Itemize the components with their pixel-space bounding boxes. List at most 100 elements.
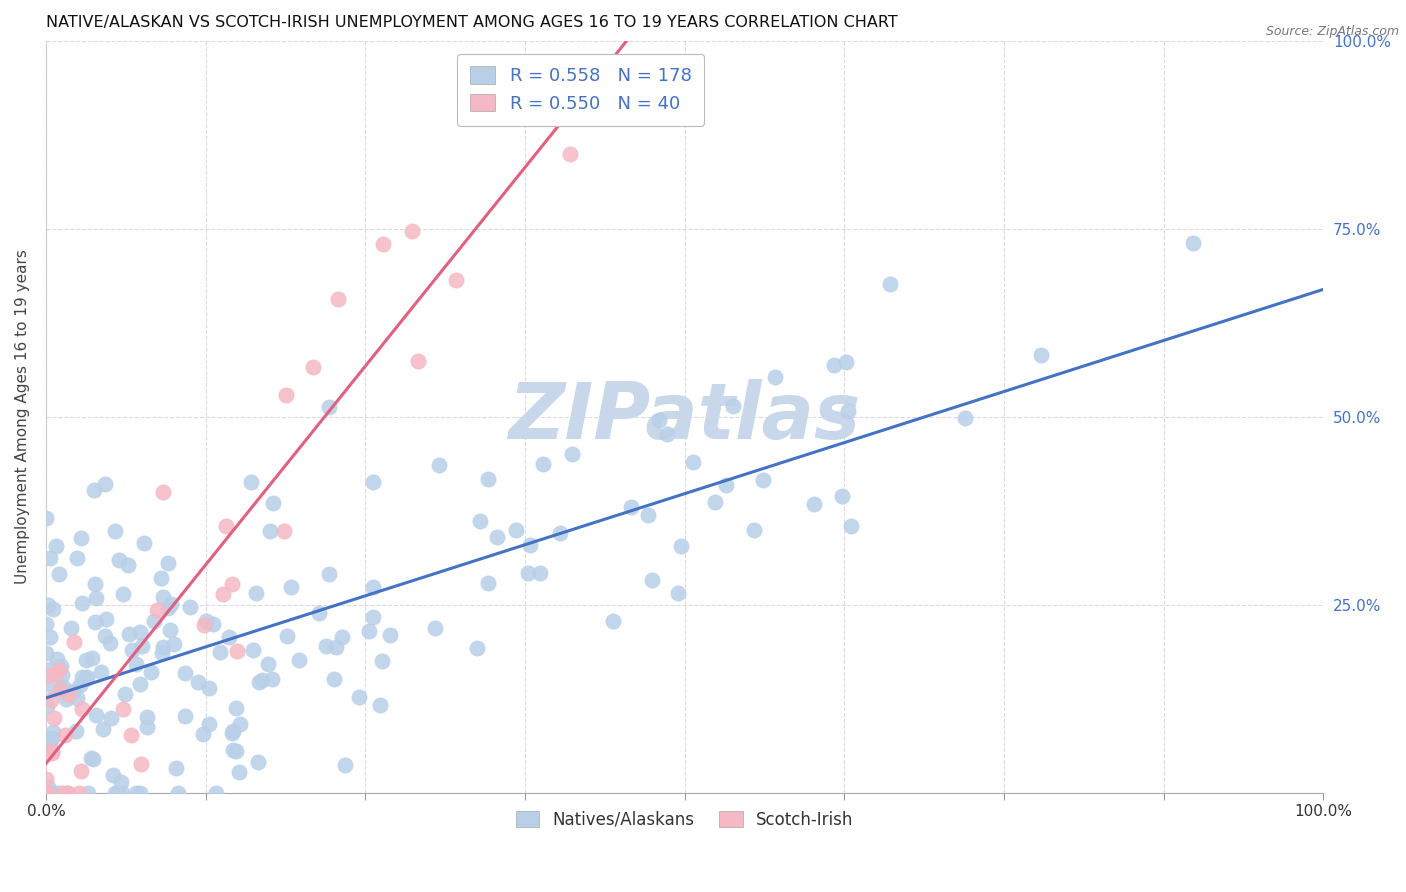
Y-axis label: Unemployment Among Ages 16 to 19 years: Unemployment Among Ages 16 to 19 years <box>15 250 30 584</box>
Point <box>41 746 63 760</box>
Point <box>260 672 283 686</box>
Point <box>49 786 72 800</box>
Point <box>280 580 302 594</box>
Point <box>208 645 231 659</box>
Point <box>82 751 104 765</box>
Point <box>35 772 58 787</box>
Point <box>103 524 125 538</box>
Point <box>62 684 84 698</box>
Point <box>198 681 221 695</box>
Point <box>84 708 107 723</box>
Point <box>38 551 60 566</box>
Point <box>150 646 173 660</box>
Point <box>152 640 174 655</box>
Point <box>135 720 157 734</box>
Point <box>752 473 775 487</box>
Point <box>39 631 62 645</box>
Point <box>225 700 247 714</box>
Point <box>55 691 77 706</box>
Point <box>70 702 93 716</box>
Point <box>222 723 245 738</box>
Point <box>51 658 73 673</box>
Point <box>308 606 330 620</box>
Point <box>249 675 271 690</box>
Point <box>37 669 59 683</box>
Point <box>35 786 58 800</box>
Point <box>198 717 221 731</box>
Point <box>276 629 298 643</box>
Point <box>259 524 281 538</box>
Point <box>82 651 104 665</box>
Point <box>111 786 134 800</box>
Point <box>94 612 117 626</box>
Point <box>134 536 156 550</box>
Point <box>142 615 165 629</box>
Point <box>56 786 79 800</box>
Point <box>666 586 689 600</box>
Point <box>879 277 901 292</box>
Point <box>91 722 114 736</box>
Point <box>187 674 209 689</box>
Point <box>66 551 89 566</box>
Point <box>194 614 217 628</box>
Point <box>52 786 75 800</box>
Point <box>39 739 62 754</box>
Point <box>58 786 80 800</box>
Point <box>35 668 58 682</box>
Point <box>41 744 63 758</box>
Point <box>655 426 678 441</box>
Point <box>166 786 188 800</box>
Point <box>35 646 58 660</box>
Point <box>156 600 179 615</box>
Point <box>104 786 127 800</box>
Point <box>721 399 744 413</box>
Point <box>1181 235 1204 250</box>
Point <box>174 665 197 680</box>
Point <box>35 786 58 800</box>
Point <box>94 477 117 491</box>
Point <box>45 666 67 681</box>
Point <box>157 556 180 570</box>
Point <box>211 587 233 601</box>
Point <box>406 354 429 368</box>
Point <box>121 642 143 657</box>
Point <box>65 724 87 739</box>
Point <box>84 615 107 629</box>
Point <box>262 495 284 509</box>
Point <box>519 538 541 552</box>
Point <box>60 621 83 635</box>
Point <box>146 602 169 616</box>
Point <box>361 610 384 624</box>
Point <box>322 673 344 687</box>
Point <box>831 489 853 503</box>
Point <box>205 786 228 800</box>
Point <box>839 518 862 533</box>
Point <box>823 359 845 373</box>
Point <box>75 653 97 667</box>
Point <box>159 597 181 611</box>
Point <box>35 616 58 631</box>
Point <box>301 360 323 375</box>
Point <box>70 596 93 610</box>
Point <box>561 447 583 461</box>
Point <box>620 500 643 515</box>
Point <box>517 566 540 580</box>
Point <box>101 768 124 782</box>
Point <box>135 709 157 723</box>
Text: ZIPatlas: ZIPatlas <box>509 379 860 455</box>
Point <box>131 640 153 654</box>
Point <box>245 586 267 600</box>
Point <box>333 757 356 772</box>
Point <box>90 665 112 680</box>
Point <box>37 786 59 800</box>
Point <box>1029 348 1052 362</box>
Point <box>558 147 581 161</box>
Point <box>149 571 172 585</box>
Point <box>193 727 215 741</box>
Point <box>315 639 337 653</box>
Point <box>240 475 263 490</box>
Point <box>742 523 765 537</box>
Point <box>80 751 103 765</box>
Point <box>179 600 201 615</box>
Point <box>125 657 148 672</box>
